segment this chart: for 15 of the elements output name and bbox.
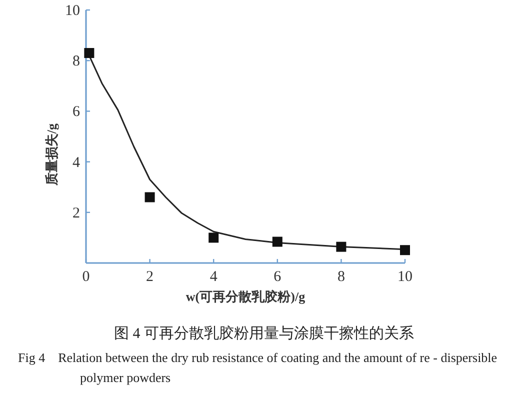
y-tick-label: 10 [65,3,80,19]
x-tick-label: 10 [398,269,412,285]
y-tick-label: 8 [72,54,80,70]
x-tick-label: 8 [337,269,345,285]
x-tick-label: 6 [274,269,282,285]
y-tick-label: 4 [72,154,80,171]
x-tick-label: 4 [210,269,218,285]
x-tick-label: 0 [82,269,90,285]
y-tick-label: 2 [72,205,80,222]
x-tick-label: 2 [146,269,154,285]
text: 图 4 可再分散乳胶粉用量与涂膜干擦性的关系 [114,325,414,342]
text: Fig 4 Relation between the dry rub resistance of coating and the amount of re - dispersible polymer powders [18,349,498,387]
y-axis-title: 质量损失/g [44,122,59,187]
x-axis-title: w(可再分散乳胶粉)/g [186,289,306,304]
y-tick-label: 6 [72,104,80,120]
